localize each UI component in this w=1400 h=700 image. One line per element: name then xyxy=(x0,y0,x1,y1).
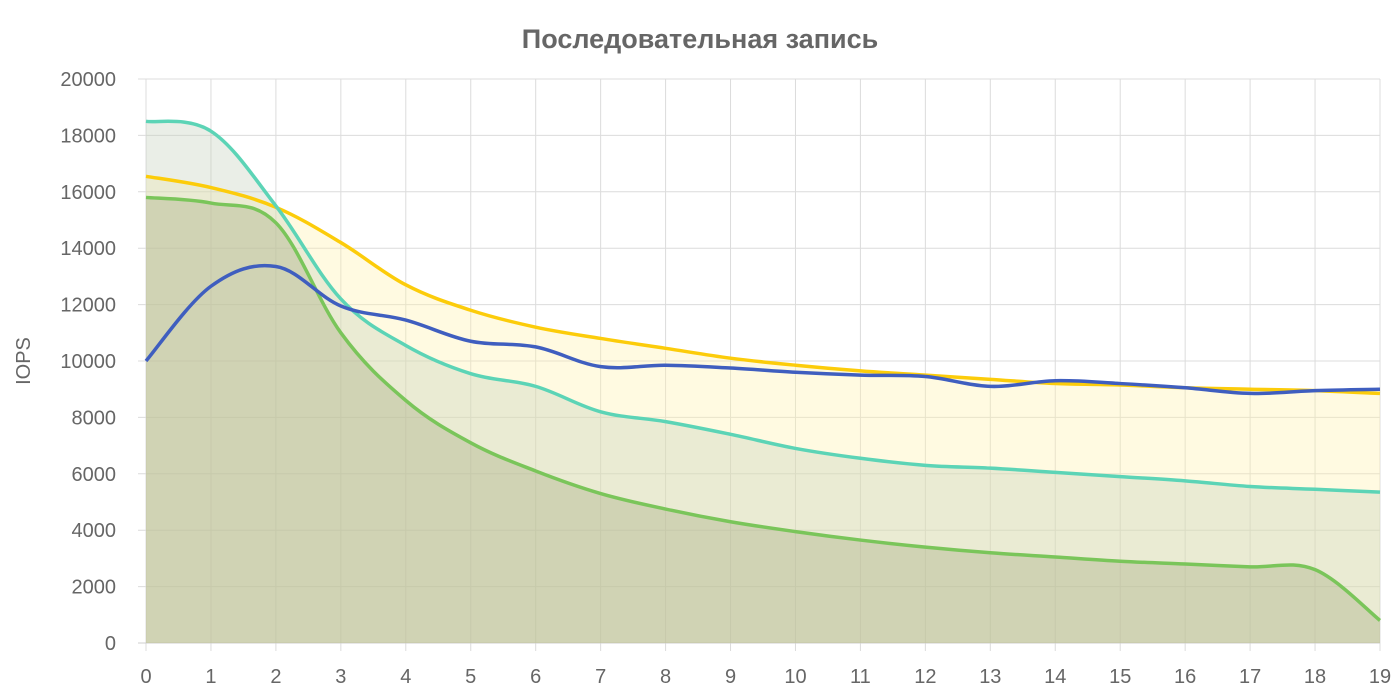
x-tick-label: 6 xyxy=(530,666,541,688)
y-tick-label: 20000 xyxy=(60,69,116,91)
x-tick-label: 8 xyxy=(660,666,671,688)
chart-title: Последовательная запись xyxy=(521,24,879,54)
series-area-1 xyxy=(146,121,1380,644)
x-tick-label: 5 xyxy=(465,666,476,688)
y-tick-label: 2000 xyxy=(72,577,117,599)
x-tick-label: 14 xyxy=(1044,666,1066,688)
y-tick-label: 0 xyxy=(105,633,116,655)
x-tick-label: 4 xyxy=(400,666,411,688)
x-tick-label: 18 xyxy=(1304,666,1326,688)
x-tick-label: 17 xyxy=(1239,666,1261,688)
x-tick-label: 15 xyxy=(1109,666,1131,688)
y-tick-label: 12000 xyxy=(60,295,116,317)
x-axis-ticks: 0 1 2 3 4 5 6 7 8 9 10 11 12 13 14 15 16 17 18 19 xyxy=(140,666,1391,688)
x-tick-label: 19 xyxy=(1369,666,1391,688)
x-tick-label: 7 xyxy=(595,666,606,688)
x-tick-label: 12 xyxy=(914,666,936,688)
series-area-0 xyxy=(146,176,1380,644)
series-line-2 xyxy=(145,195,1382,622)
y-tick-label: 10000 xyxy=(60,351,116,373)
x-tick-label: 3 xyxy=(335,666,346,688)
x-tick-label: 13 xyxy=(979,666,1001,688)
series-areas xyxy=(146,121,1380,644)
series-lines xyxy=(144,119,1382,622)
x-tick-label: 1 xyxy=(205,666,216,688)
y-tick-label: 16000 xyxy=(60,182,116,204)
x-tick-label: 0 xyxy=(140,666,151,688)
x-tick-label: 11 xyxy=(850,666,871,688)
y-axis-label: IOPS xyxy=(13,337,35,385)
series-line-3 xyxy=(144,263,1381,396)
x-tick-label: 2 xyxy=(270,666,281,688)
series-area-2 xyxy=(146,197,1380,643)
y-tick-label: 14000 xyxy=(60,238,116,260)
series-line-1 xyxy=(145,119,1381,494)
x-tick-label: 16 xyxy=(1174,666,1196,688)
y-tick-label: 8000 xyxy=(72,407,117,429)
x-tick-label: 10 xyxy=(784,666,806,688)
x-tick-label: 9 xyxy=(725,666,736,688)
y-tick-label: 18000 xyxy=(60,125,116,147)
y-axis-ticks: 0 2000 4000 6000 8000 10000 12000 14000 16000 180… xyxy=(60,69,116,655)
y-tick-label: 6000 xyxy=(72,464,117,486)
y-tick-label: 4000 xyxy=(72,520,117,542)
